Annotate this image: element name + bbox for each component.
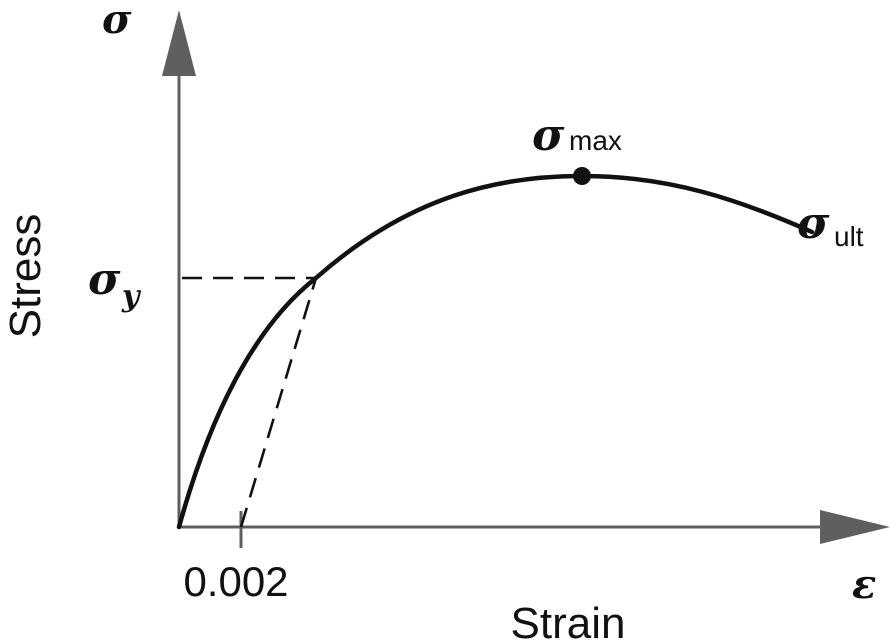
x-axis-label: Strain: [511, 599, 626, 643]
stress-strain-curve: [176, 173, 815, 530]
ult-symbol: σ: [797, 198, 830, 249]
x-axis-symbol: ε: [852, 561, 876, 608]
max-symbol: σ: [532, 110, 565, 161]
max-stress-point: [573, 167, 591, 185]
x-tick-label: 0.002: [183, 558, 288, 605]
max-subscript: max: [569, 125, 622, 156]
offset-line: [239, 277, 318, 528]
yield-subscript: y: [121, 279, 142, 314]
y-axis-symbol: σ: [102, 0, 132, 43]
ult-subscript: ult: [834, 221, 864, 252]
y-axis-arrow-icon: [162, 10, 196, 76]
yield-symbol: σ: [88, 254, 121, 305]
x-axis-arrow-icon: [820, 510, 890, 544]
y-axis-label: Stress: [1, 214, 50, 339]
